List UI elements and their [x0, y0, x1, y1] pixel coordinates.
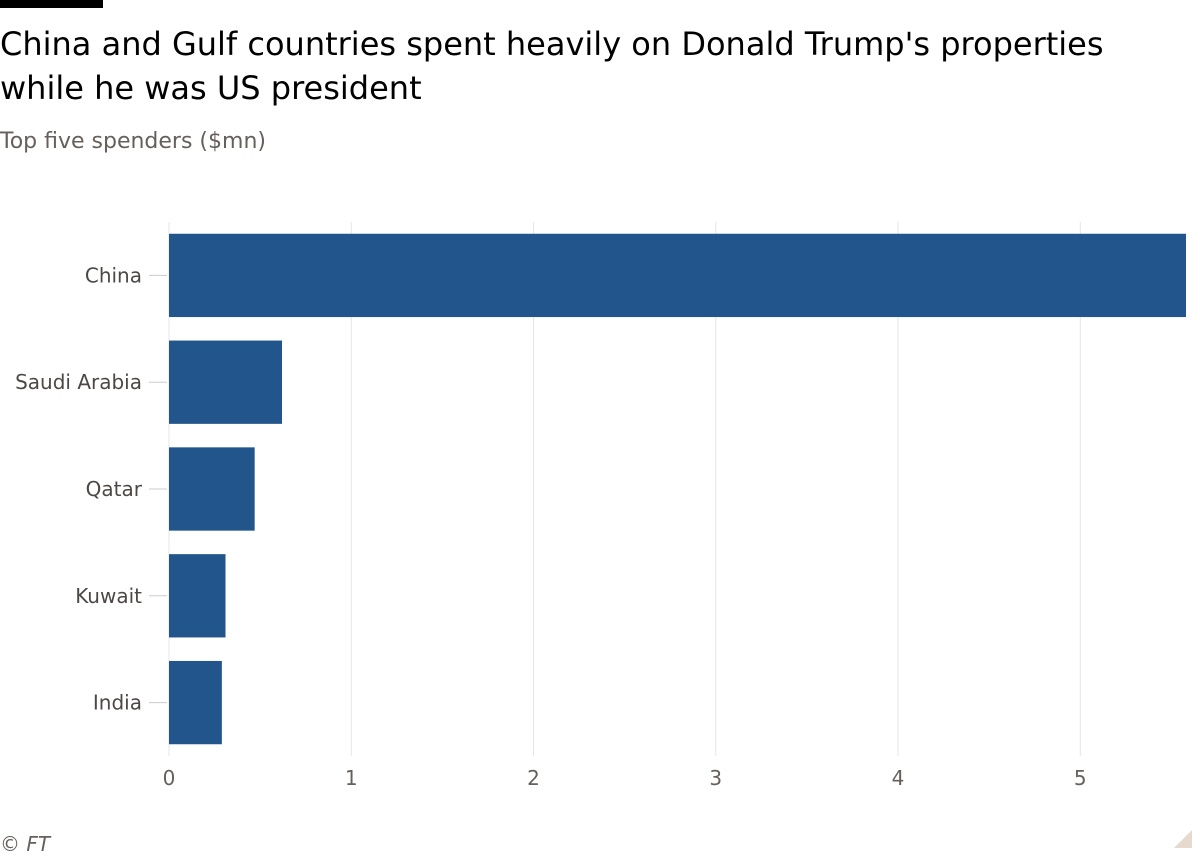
x-tick-label: 5: [1074, 766, 1087, 790]
y-category-label: China: [85, 263, 142, 287]
bar-qatar: [169, 447, 255, 531]
x-tick-label: 4: [892, 766, 905, 790]
chart-subtitle: Top five spenders ($mn): [0, 129, 266, 154]
y-category-label: Qatar: [86, 477, 143, 501]
bar-kuwait: [169, 554, 226, 638]
chart-title: China and Gulf countries spent heavily o…: [0, 25, 1104, 107]
x-tick-label: 1: [345, 766, 358, 790]
bar-china: [169, 233, 1186, 318]
x-tick-label: 0: [163, 766, 176, 790]
corner-fold-icon: [1174, 830, 1192, 848]
y-category-label: Saudi Arabia: [15, 370, 142, 394]
bar-saudi-arabia: [169, 340, 282, 424]
bar-india: [169, 660, 222, 745]
y-category-label: Kuwait: [75, 584, 142, 608]
brand-bar: [0, 0, 103, 8]
x-tick-label: 2: [527, 766, 540, 790]
y-category-label: India: [93, 691, 142, 715]
x-tick-label: 3: [709, 766, 722, 790]
source-credit: © FT: [0, 832, 51, 856]
